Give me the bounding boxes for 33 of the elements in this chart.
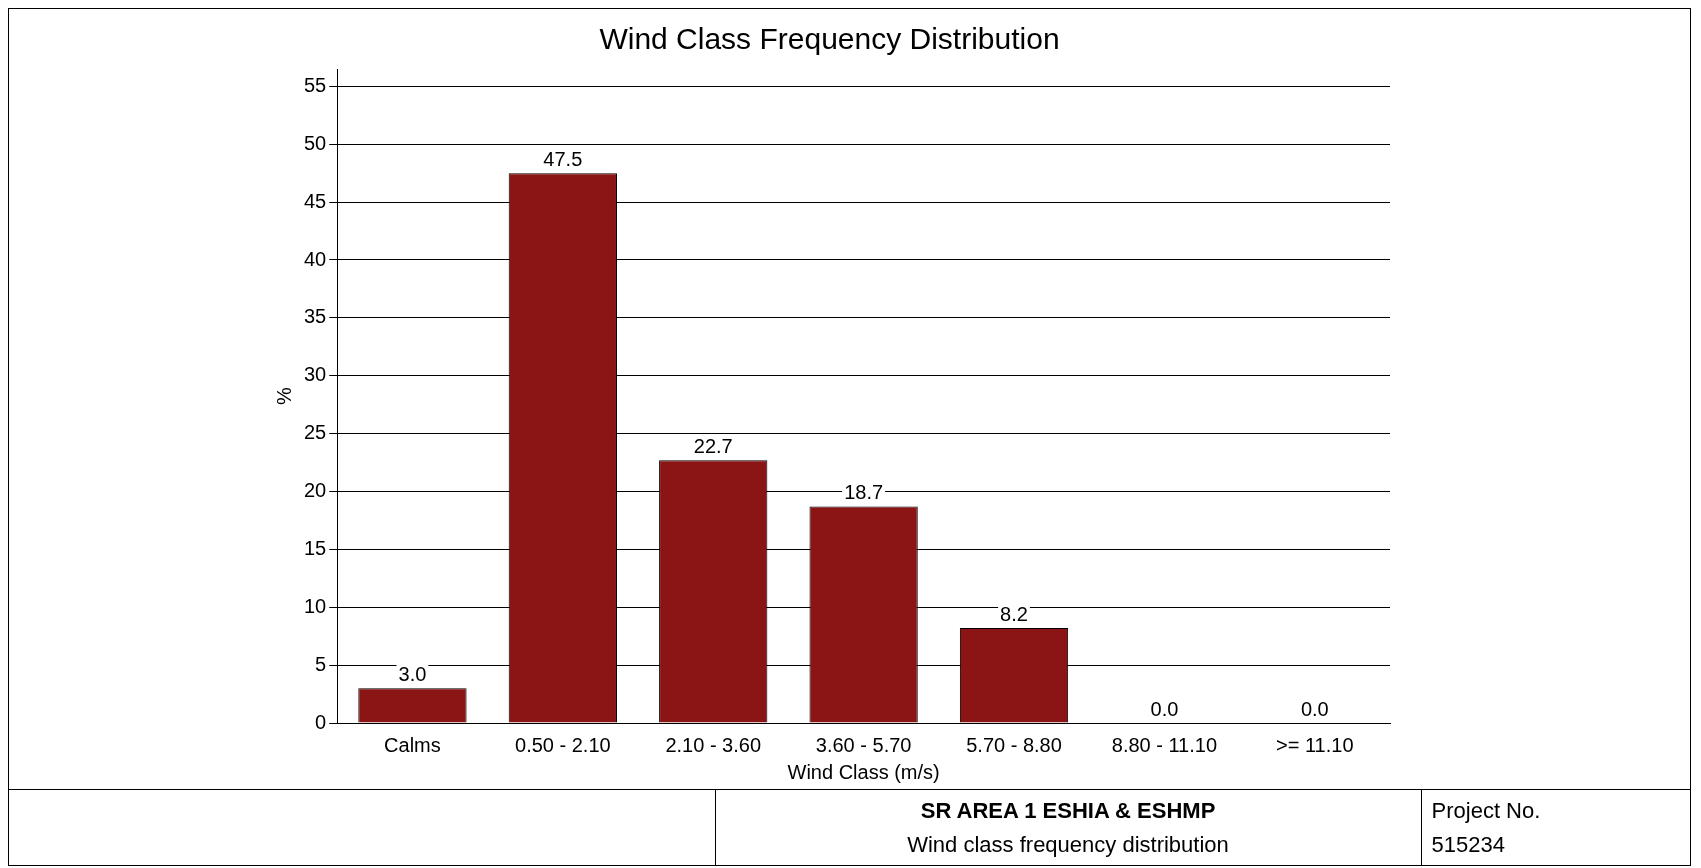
y-tick-label: 10	[304, 594, 327, 617]
y-tick-label: 25	[304, 421, 327, 444]
y-tick-label: 20	[304, 479, 327, 502]
x-tick-label: 2.10 - 3.60	[665, 733, 762, 756]
x-tick-label: 0.50 - 2.10	[515, 733, 611, 756]
x-tick-label: >= 11.10	[1276, 733, 1354, 756]
y-tick-label: 30	[304, 363, 327, 386]
y-tick-label: 55	[304, 73, 327, 96]
y-tick-label: 40	[304, 247, 327, 270]
y-tick-label: 15	[304, 536, 327, 559]
y-tick-label: 5	[315, 652, 327, 675]
data-label: 3.0	[398, 662, 427, 685]
data-label: 47.5	[543, 147, 583, 170]
data-label: 18.7	[844, 481, 884, 504]
x-tick-label: Calms	[384, 733, 441, 756]
x-tick-label: 5.70 - 8.80	[966, 733, 1062, 756]
data-label: 22.7	[693, 434, 733, 457]
x-tick-label: 8.80 - 11.10	[1111, 733, 1218, 756]
data-label: 0.0	[1300, 697, 1329, 720]
y-tick-label: 45	[304, 189, 327, 212]
chart-title: Wind Class Frequency Distribution	[599, 22, 1060, 56]
text: 515234	[1431, 831, 1506, 858]
data-label: 8.2	[1000, 602, 1028, 625]
text: Project No.	[1431, 797, 1542, 824]
x-axis-title: Wind Class (m/s)	[787, 760, 940, 783]
y-tick-label: 35	[304, 305, 327, 328]
text: SR AREA 1 ESHIA & ESHMP	[919, 797, 1217, 824]
y-axis-title: %	[272, 386, 295, 405]
y-tick-label: 50	[304, 131, 327, 154]
data-label: 0.0	[1150, 697, 1179, 720]
x-tick-label: 3.60 - 5.70	[815, 733, 912, 756]
text: Wind class frequency distribution	[906, 831, 1230, 858]
y-tick-label: 0	[315, 710, 327, 733]
